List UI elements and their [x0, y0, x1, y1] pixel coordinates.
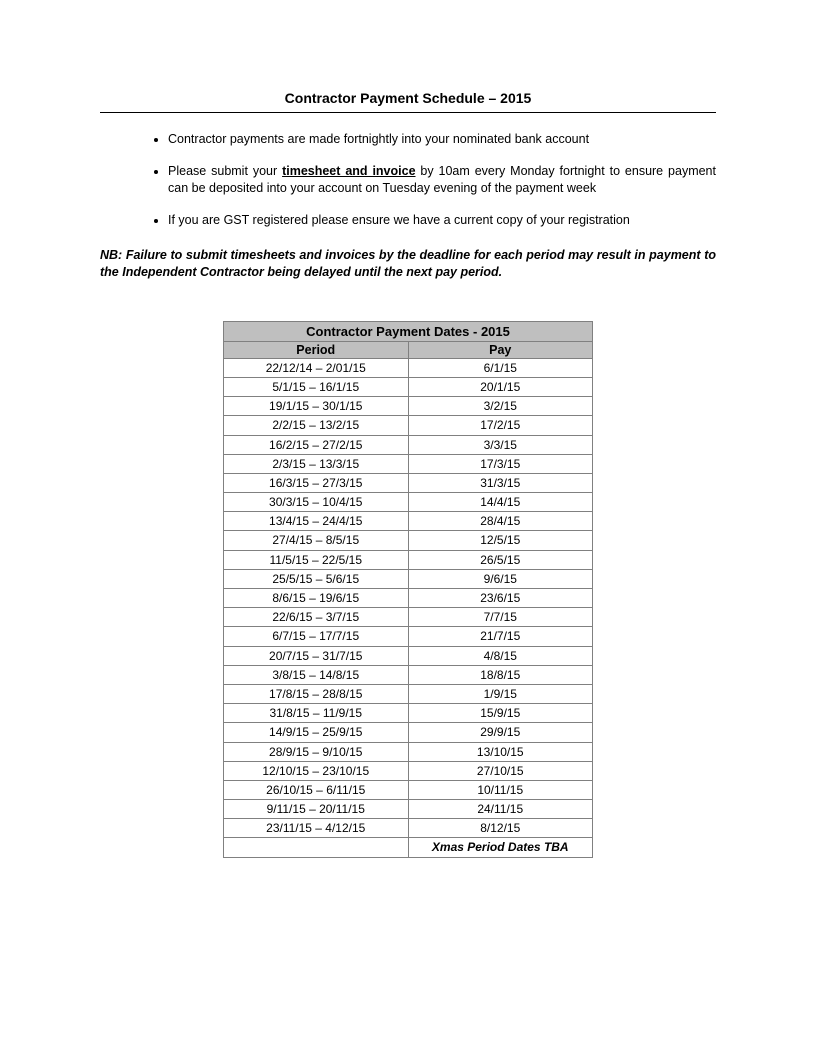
bullet-text: If you are GST registered please ensure … [168, 213, 630, 227]
cell-period: 17/8/15 – 28/8/15 [224, 684, 409, 703]
table-row: 26/10/15 – 6/11/1510/11/15 [224, 780, 593, 799]
cell-pay: 7/7/15 [408, 608, 593, 627]
cell-period: 25/5/15 – 5/6/15 [224, 569, 409, 588]
payment-dates-table: Contractor Payment Dates - 2015 Period P… [223, 321, 593, 858]
table-row: 13/4/15 – 24/4/1528/4/15 [224, 512, 593, 531]
table-row: 23/11/15 – 4/12/158/12/15 [224, 819, 593, 838]
table-row: 20/7/15 – 31/7/154/8/15 [224, 646, 593, 665]
table-row: 8/6/15 – 19/6/1523/6/15 [224, 589, 593, 608]
table-row: 11/5/15 – 22/5/1526/5/15 [224, 550, 593, 569]
column-header-period: Period [224, 341, 409, 358]
table-row: 27/4/15 – 8/5/1512/5/15 [224, 531, 593, 550]
cell-period: 19/1/15 – 30/1/15 [224, 397, 409, 416]
table-row: 19/1/15 – 30/1/153/2/15 [224, 397, 593, 416]
cell-pay: 26/5/15 [408, 550, 593, 569]
table-row: 22/6/15 – 3/7/157/7/15 [224, 608, 593, 627]
bullet-item: Please submit your timesheet and invoice… [168, 163, 716, 198]
table-row: 6/7/15 – 17/7/1521/7/15 [224, 627, 593, 646]
cell-pay: 8/12/15 [408, 819, 593, 838]
table-row: 16/3/15 – 27/3/1531/3/15 [224, 473, 593, 492]
cell-pay: 17/3/15 [408, 454, 593, 473]
cell-period: 13/4/15 – 24/4/15 [224, 512, 409, 531]
cell-pay: 27/10/15 [408, 761, 593, 780]
cell-period: 28/9/15 – 9/10/15 [224, 742, 409, 761]
table-row: 5/1/15 – 16/1/1520/1/15 [224, 377, 593, 396]
cell-pay: 13/10/15 [408, 742, 593, 761]
cell-pay: 3/2/15 [408, 397, 593, 416]
table-row: 22/12/14 – 2/01/156/1/15 [224, 358, 593, 377]
cell-period: 11/5/15 – 22/5/15 [224, 550, 409, 569]
table-row: 2/2/15 – 13/2/1517/2/15 [224, 416, 593, 435]
bullet-item: If you are GST registered please ensure … [168, 212, 716, 230]
cell-pay: 31/3/15 [408, 473, 593, 492]
bullet-list: Contractor payments are made fortnightly… [100, 131, 716, 229]
bullet-text: Contractor payments are made fortnightly… [168, 132, 589, 146]
cell-pay: 20/1/15 [408, 377, 593, 396]
cell-pay: 18/8/15 [408, 665, 593, 684]
table-body: 22/12/14 – 2/01/156/1/155/1/15 – 16/1/15… [224, 358, 593, 838]
cell-period: 22/12/14 – 2/01/15 [224, 358, 409, 377]
cell-pay: 10/11/15 [408, 780, 593, 799]
cell-period: 23/11/15 – 4/12/15 [224, 819, 409, 838]
cell-pay: 4/8/15 [408, 646, 593, 665]
cell-period: 3/8/15 – 14/8/15 [224, 665, 409, 684]
table-row: 2/3/15 – 13/3/1517/3/15 [224, 454, 593, 473]
table-footer-note: Xmas Period Dates TBA [408, 838, 593, 857]
cell-period: 27/4/15 – 8/5/15 [224, 531, 409, 550]
cell-period: 14/9/15 – 25/9/15 [224, 723, 409, 742]
table-title: Contractor Payment Dates - 2015 [224, 321, 593, 341]
notice-text: NB: Failure to submit timesheets and inv… [100, 247, 716, 281]
cell-period: 20/7/15 – 31/7/15 [224, 646, 409, 665]
page: Contractor Payment Schedule – 2015 Contr… [0, 0, 816, 858]
title-rule [100, 112, 716, 113]
cell-period: 2/2/15 – 13/2/15 [224, 416, 409, 435]
cell-pay: 1/9/15 [408, 684, 593, 703]
table-row: 16/2/15 – 27/2/153/3/15 [224, 435, 593, 454]
cell-pay: 21/7/15 [408, 627, 593, 646]
page-title: Contractor Payment Schedule – 2015 [100, 90, 716, 106]
cell-pay: 15/9/15 [408, 704, 593, 723]
cell-period: 26/10/15 – 6/11/15 [224, 780, 409, 799]
cell-pay: 24/11/15 [408, 800, 593, 819]
cell-pay: 17/2/15 [408, 416, 593, 435]
table-wrapper: Contractor Payment Dates - 2015 Period P… [100, 321, 716, 858]
table-row: 28/9/15 – 9/10/1513/10/15 [224, 742, 593, 761]
cell-period: 9/11/15 – 20/11/15 [224, 800, 409, 819]
cell-period: 31/8/15 – 11/9/15 [224, 704, 409, 723]
cell-period: 16/2/15 – 27/2/15 [224, 435, 409, 454]
table-footer-blank [224, 838, 409, 857]
table-row: 14/9/15 – 25/9/1529/9/15 [224, 723, 593, 742]
cell-pay: 28/4/15 [408, 512, 593, 531]
cell-pay: 29/9/15 [408, 723, 593, 742]
table-row: 31/8/15 – 11/9/1515/9/15 [224, 704, 593, 723]
cell-pay: 14/4/15 [408, 493, 593, 512]
cell-period: 12/10/15 – 23/10/15 [224, 761, 409, 780]
bullet-item: Contractor payments are made fortnightly… [168, 131, 716, 149]
cell-period: 30/3/15 – 10/4/15 [224, 493, 409, 512]
table-row: 25/5/15 – 5/6/159/6/15 [224, 569, 593, 588]
column-header-pay: Pay [408, 341, 593, 358]
cell-period: 2/3/15 – 13/3/15 [224, 454, 409, 473]
cell-period: 16/3/15 – 27/3/15 [224, 473, 409, 492]
table-row: 17/8/15 – 28/8/151/9/15 [224, 684, 593, 703]
bullet-emphasis: timesheet and invoice [282, 164, 415, 178]
cell-pay: 23/6/15 [408, 589, 593, 608]
table-row: 3/8/15 – 14/8/1518/8/15 [224, 665, 593, 684]
cell-period: 5/1/15 – 16/1/15 [224, 377, 409, 396]
cell-pay: 12/5/15 [408, 531, 593, 550]
cell-period: 6/7/15 – 17/7/15 [224, 627, 409, 646]
cell-period: 8/6/15 – 19/6/15 [224, 589, 409, 608]
bullet-text: Please submit your [168, 164, 282, 178]
cell-pay: 9/6/15 [408, 569, 593, 588]
cell-period: 22/6/15 – 3/7/15 [224, 608, 409, 627]
cell-pay: 3/3/15 [408, 435, 593, 454]
table-row: 30/3/15 – 10/4/1514/4/15 [224, 493, 593, 512]
cell-pay: 6/1/15 [408, 358, 593, 377]
table-row: 9/11/15 – 20/11/1524/11/15 [224, 800, 593, 819]
table-row: 12/10/15 – 23/10/1527/10/15 [224, 761, 593, 780]
